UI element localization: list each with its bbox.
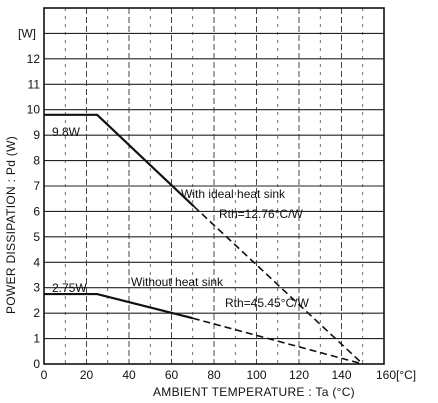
y-tick-label: 5 [33,230,40,244]
without-heat-sink-label: Without heat sink [131,275,224,289]
x-axis-title: AMBIENT TEMPERATURE : Ta (°C) [153,385,355,399]
y-axis-title: POWER DISSIPATION : Pd (W) [4,136,18,314]
y-tick-label: 11 [28,77,41,91]
y-tick-label: 4 [33,255,40,269]
plot-frame [43,7,385,365]
y-tick-label: 2 [33,306,40,320]
series-1-solid-line [44,113,195,208]
y-tick-label: 9 [33,128,40,142]
x-tick-label: 120 [289,368,309,382]
x-tick-label: 160 [376,368,396,382]
series-layer [44,113,364,365]
y-tick-label: 12 [27,52,41,66]
series-2-solid-line [44,292,194,320]
y-tick-label: 8 [33,154,40,168]
x-tick-label: 60 [165,368,179,382]
y-tick-label: 0 [33,357,40,371]
y-tick-label: 1 [33,332,40,346]
x-tick-label: 20 [80,368,94,382]
series-1-dashed-line [193,205,364,365]
y-tick-label: 6 [33,204,40,218]
rth-with-label: Rth=12.76°C/W [219,207,304,221]
rth-without-label: Rth=45.45°C/W [225,296,310,310]
x-tick-label: 80 [207,368,221,382]
with-heat-sink-label: With ideal heat sink [181,187,286,201]
x-tick-label: 140 [331,368,351,382]
grid [44,8,384,364]
x-tick-label: 40 [122,368,136,382]
x-tick-label: 100 [246,368,266,382]
x-unit-label: [°C] [396,368,416,382]
y-tick-label: 7 [33,179,40,193]
y-tick-label: 3 [33,281,40,295]
y-unit-label: [W] [18,26,36,40]
x-tick-label: 0 [41,368,48,382]
series-2-dashed-line [192,317,363,365]
label-9-8w: 9.8W [52,125,81,139]
label-2-75w: 2.75W [52,281,87,295]
y-tick-label: 10 [27,103,41,117]
